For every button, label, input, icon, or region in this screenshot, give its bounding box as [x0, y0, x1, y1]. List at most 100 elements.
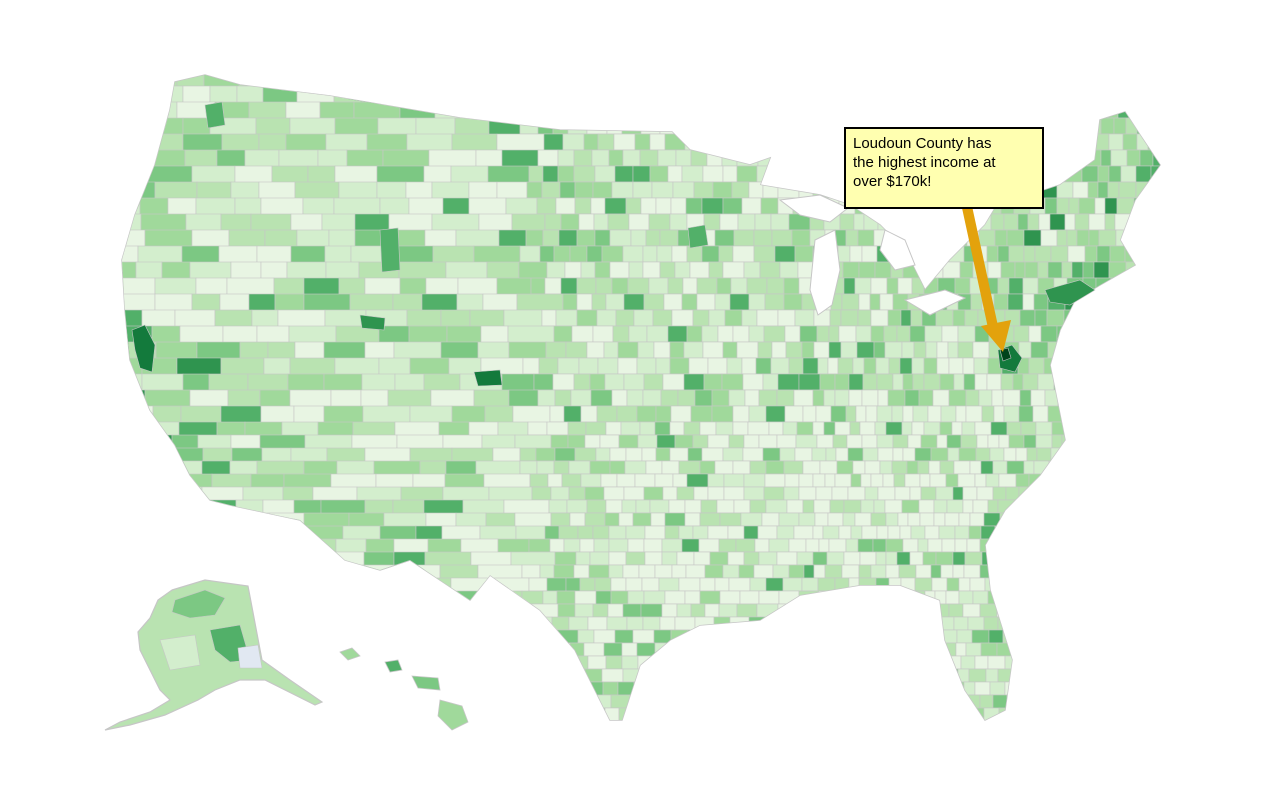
county-cell	[925, 341, 938, 359]
county-cell	[752, 668, 771, 683]
county-cell	[1074, 707, 1088, 720]
county-cell	[555, 642, 571, 657]
county-cell	[1137, 681, 1153, 696]
county-cell	[1123, 642, 1142, 657]
county-cell	[656, 434, 676, 449]
county-cell	[755, 75, 774, 87]
county-cell	[553, 707, 571, 720]
county-cell	[122, 421, 151, 451]
county-cell	[666, 85, 689, 103]
county-cell	[805, 75, 822, 87]
county-cell	[1074, 405, 1086, 423]
county-cell	[783, 277, 800, 295]
county-cell	[1104, 551, 1116, 566]
wyoming-county	[359, 314, 386, 331]
county-cell	[772, 694, 793, 709]
county-cell	[641, 577, 660, 592]
alaska-nodata	[237, 644, 263, 669]
county-cell	[929, 229, 943, 247]
county-cell	[965, 405, 983, 423]
county-cell	[1086, 707, 1098, 720]
county-cell	[1120, 85, 1136, 103]
county-cell	[800, 681, 815, 696]
county-cell	[1070, 564, 1083, 579]
county-cell	[798, 473, 814, 488]
county-cell	[836, 460, 854, 475]
arrow-head	[981, 320, 1011, 352]
county-cell	[809, 603, 824, 618]
county-cell	[659, 261, 676, 279]
county-cell	[817, 577, 836, 592]
county-cell	[941, 616, 955, 631]
county-cell	[758, 551, 778, 566]
county-cell	[1047, 341, 1060, 359]
county-cell	[1158, 117, 1160, 135]
county-cell	[704, 564, 724, 579]
county-cell	[1045, 721, 1062, 734]
county-cell	[974, 473, 987, 488]
county-cell	[901, 681, 916, 696]
county-cell	[687, 629, 707, 644]
county-cell	[766, 117, 782, 135]
county-cell	[987, 261, 1002, 279]
county-cell	[143, 564, 175, 593]
county-cell	[1080, 75, 1098, 87]
county-cell	[796, 551, 814, 566]
county-cell	[586, 341, 605, 359]
county-cell	[1020, 721, 1034, 734]
county-cell	[593, 101, 610, 119]
county-cell	[985, 473, 1000, 488]
county-cell	[590, 389, 613, 407]
county-cell	[909, 642, 928, 657]
county-cell	[900, 577, 916, 592]
county-cell	[605, 655, 623, 670]
county-cell	[860, 499, 875, 514]
county-cell	[1165, 278, 1181, 294]
county-cell	[974, 421, 992, 436]
county-cell	[927, 538, 943, 553]
county-cell	[1111, 325, 1123, 343]
county-cell	[537, 389, 556, 407]
minnesota-counties	[687, 224, 709, 249]
county-cell	[1078, 197, 1096, 215]
county-cell	[1022, 293, 1035, 311]
county-cell	[811, 447, 827, 462]
county-cell	[1067, 101, 1085, 119]
county-cell	[862, 373, 878, 391]
county-cell	[1006, 551, 1023, 566]
county-cell	[762, 447, 781, 462]
county-cell	[757, 525, 778, 540]
county-cell	[628, 85, 650, 103]
county-cell	[740, 512, 763, 527]
county-cell	[882, 101, 898, 119]
arrow-shaft	[962, 206, 998, 328]
county-cell	[603, 486, 625, 501]
county-cell	[256, 603, 297, 631]
county-cell	[1157, 694, 1160, 709]
county-cell	[885, 538, 904, 553]
county-cell	[931, 101, 943, 119]
county-cell	[1111, 447, 1129, 462]
county-cell	[574, 590, 597, 605]
county-cell	[655, 405, 672, 423]
county-cell	[888, 577, 902, 592]
county-cell	[935, 486, 954, 501]
county-cell	[1008, 603, 1024, 618]
county-cell	[762, 373, 779, 391]
county-cell	[402, 75, 434, 101]
county-cell	[944, 668, 959, 683]
county-cell	[948, 245, 965, 263]
county-cell	[974, 681, 991, 696]
county-cell	[694, 389, 713, 407]
county-cell	[915, 213, 927, 231]
county-cell	[1042, 473, 1061, 488]
county-cell	[848, 75, 867, 87]
county-cell	[1158, 473, 1160, 488]
county-cell	[947, 681, 965, 696]
county-cell	[578, 357, 599, 375]
county-cell	[307, 629, 353, 654]
county-cell	[840, 309, 859, 327]
county-cell	[916, 655, 932, 670]
county-cell	[991, 389, 1004, 407]
county-cell	[906, 75, 919, 87]
